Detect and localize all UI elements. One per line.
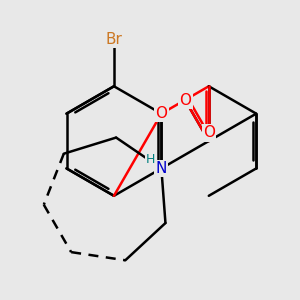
Text: O: O	[155, 106, 167, 121]
Text: H: H	[146, 153, 155, 166]
Text: O: O	[179, 93, 191, 108]
Text: O: O	[203, 125, 215, 140]
Text: Br: Br	[106, 32, 122, 47]
Text: N: N	[156, 161, 167, 176]
